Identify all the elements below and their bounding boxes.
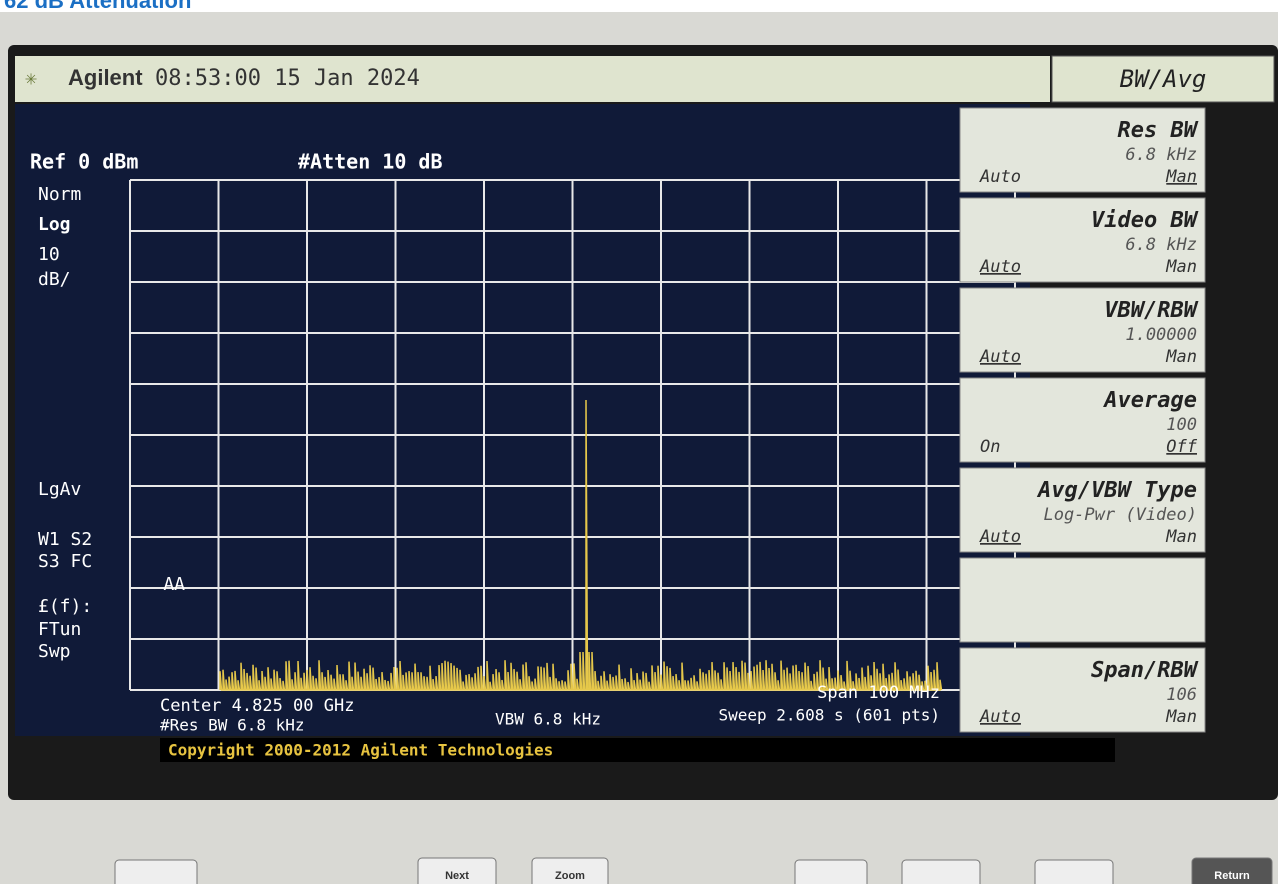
hard-key[interactable] bbox=[114, 859, 198, 884]
softkey-left: Auto bbox=[979, 527, 1021, 547]
side-label: W1 S2 bbox=[38, 529, 92, 550]
hard-key-label: Return bbox=[1214, 870, 1250, 882]
attenuation: #Atten 10 dB bbox=[298, 150, 443, 174]
softkey[interactable] bbox=[959, 107, 1206, 193]
hard-key[interactable] bbox=[901, 859, 981, 884]
side-label: £(f): bbox=[38, 596, 92, 617]
side-label: dB/ bbox=[38, 269, 71, 290]
hard-key[interactable] bbox=[417, 857, 497, 884]
softkey[interactable] bbox=[959, 467, 1206, 553]
span: Span 100 MHz bbox=[817, 683, 940, 703]
title-bar bbox=[15, 56, 1050, 102]
softkey[interactable] bbox=[959, 647, 1206, 733]
softkey-right: Man bbox=[1165, 347, 1197, 367]
softkey-value: 100 bbox=[1166, 415, 1197, 435]
side-label: LgAv bbox=[38, 479, 81, 500]
hard-key-label: Zoom bbox=[555, 870, 585, 882]
side-label: FTun bbox=[38, 619, 81, 640]
hard-key-label: Next bbox=[445, 870, 469, 882]
hard-key[interactable] bbox=[794, 859, 868, 884]
softkey[interactable] bbox=[959, 197, 1206, 283]
page-top bbox=[0, 0, 1278, 12]
logo: ✳ bbox=[25, 66, 37, 90]
copyright: Copyright 2000-2012 Agilent Technologies bbox=[168, 741, 553, 760]
copyright-bar bbox=[160, 738, 1115, 762]
side-label: AA bbox=[163, 574, 185, 595]
softkey-title: Res BW bbox=[1118, 118, 1199, 143]
display bbox=[15, 104, 1030, 736]
side-label: Log bbox=[38, 214, 71, 235]
side-label: S3 FC bbox=[38, 551, 92, 572]
softkey-value: 6.8 kHz bbox=[1125, 235, 1197, 255]
datetime: 08:53:00 15 Jan 2024 bbox=[155, 66, 420, 91]
vbw: VBW 6.8 kHz bbox=[495, 710, 601, 729]
softkey-value: 106 bbox=[1166, 685, 1197, 705]
side-label: Swp bbox=[38, 641, 71, 662]
hard-key[interactable] bbox=[1191, 857, 1273, 884]
softkey-left: On bbox=[980, 437, 1000, 457]
hard-key[interactable] bbox=[1034, 859, 1114, 884]
softkey[interactable] bbox=[959, 377, 1206, 463]
menu-title: BW/Avg bbox=[1120, 65, 1207, 93]
softkey-right: Man bbox=[1165, 707, 1197, 727]
softkey[interactable] bbox=[959, 557, 1206, 643]
softkey-value: 1.00000 bbox=[1125, 325, 1197, 345]
softkey-left: Auto bbox=[979, 257, 1021, 277]
softkey-title: Avg/VBW Type bbox=[1036, 478, 1197, 503]
front-buttons: Next Zoom Return bbox=[114, 857, 1273, 884]
softkey-left: Auto bbox=[979, 707, 1021, 727]
softkey-value: Log-Pwr (Video) bbox=[1043, 505, 1197, 525]
softkey-right: Man bbox=[1165, 257, 1197, 277]
softkey-left: Auto bbox=[979, 347, 1021, 367]
softkey-left: Auto bbox=[979, 167, 1021, 187]
softkey-right: Man bbox=[1165, 167, 1197, 187]
softkey-title: Span/RBW bbox=[1091, 658, 1199, 683]
center-freq: Center 4.825 00 GHz bbox=[160, 696, 354, 716]
softkey-title: Video BW bbox=[1091, 208, 1199, 233]
sweep: Sweep 2.608 s (601 pts) bbox=[718, 706, 940, 725]
ref-level: Ref 0 dBm bbox=[30, 150, 138, 174]
graticule bbox=[129, 179, 1016, 691]
softkey-title: VBW/RBW bbox=[1104, 298, 1198, 323]
side-label: 10 bbox=[38, 244, 60, 265]
brand: Agilent bbox=[68, 65, 143, 90]
softkey[interactable] bbox=[959, 287, 1206, 373]
trace bbox=[219, 399, 943, 691]
caption: 62 dB Attenuation bbox=[4, 0, 191, 13]
menu-title-box bbox=[1051, 55, 1275, 103]
softkey-right: Man bbox=[1165, 527, 1197, 547]
side-label: Norm bbox=[38, 184, 81, 205]
softkey-right: Off bbox=[1166, 437, 1197, 457]
softkey-title: Average bbox=[1102, 388, 1197, 413]
res-bw: #Res BW 6.8 kHz bbox=[160, 716, 305, 735]
hard-key[interactable] bbox=[531, 857, 609, 884]
softkey-value: 6.8 kHz bbox=[1125, 145, 1197, 165]
